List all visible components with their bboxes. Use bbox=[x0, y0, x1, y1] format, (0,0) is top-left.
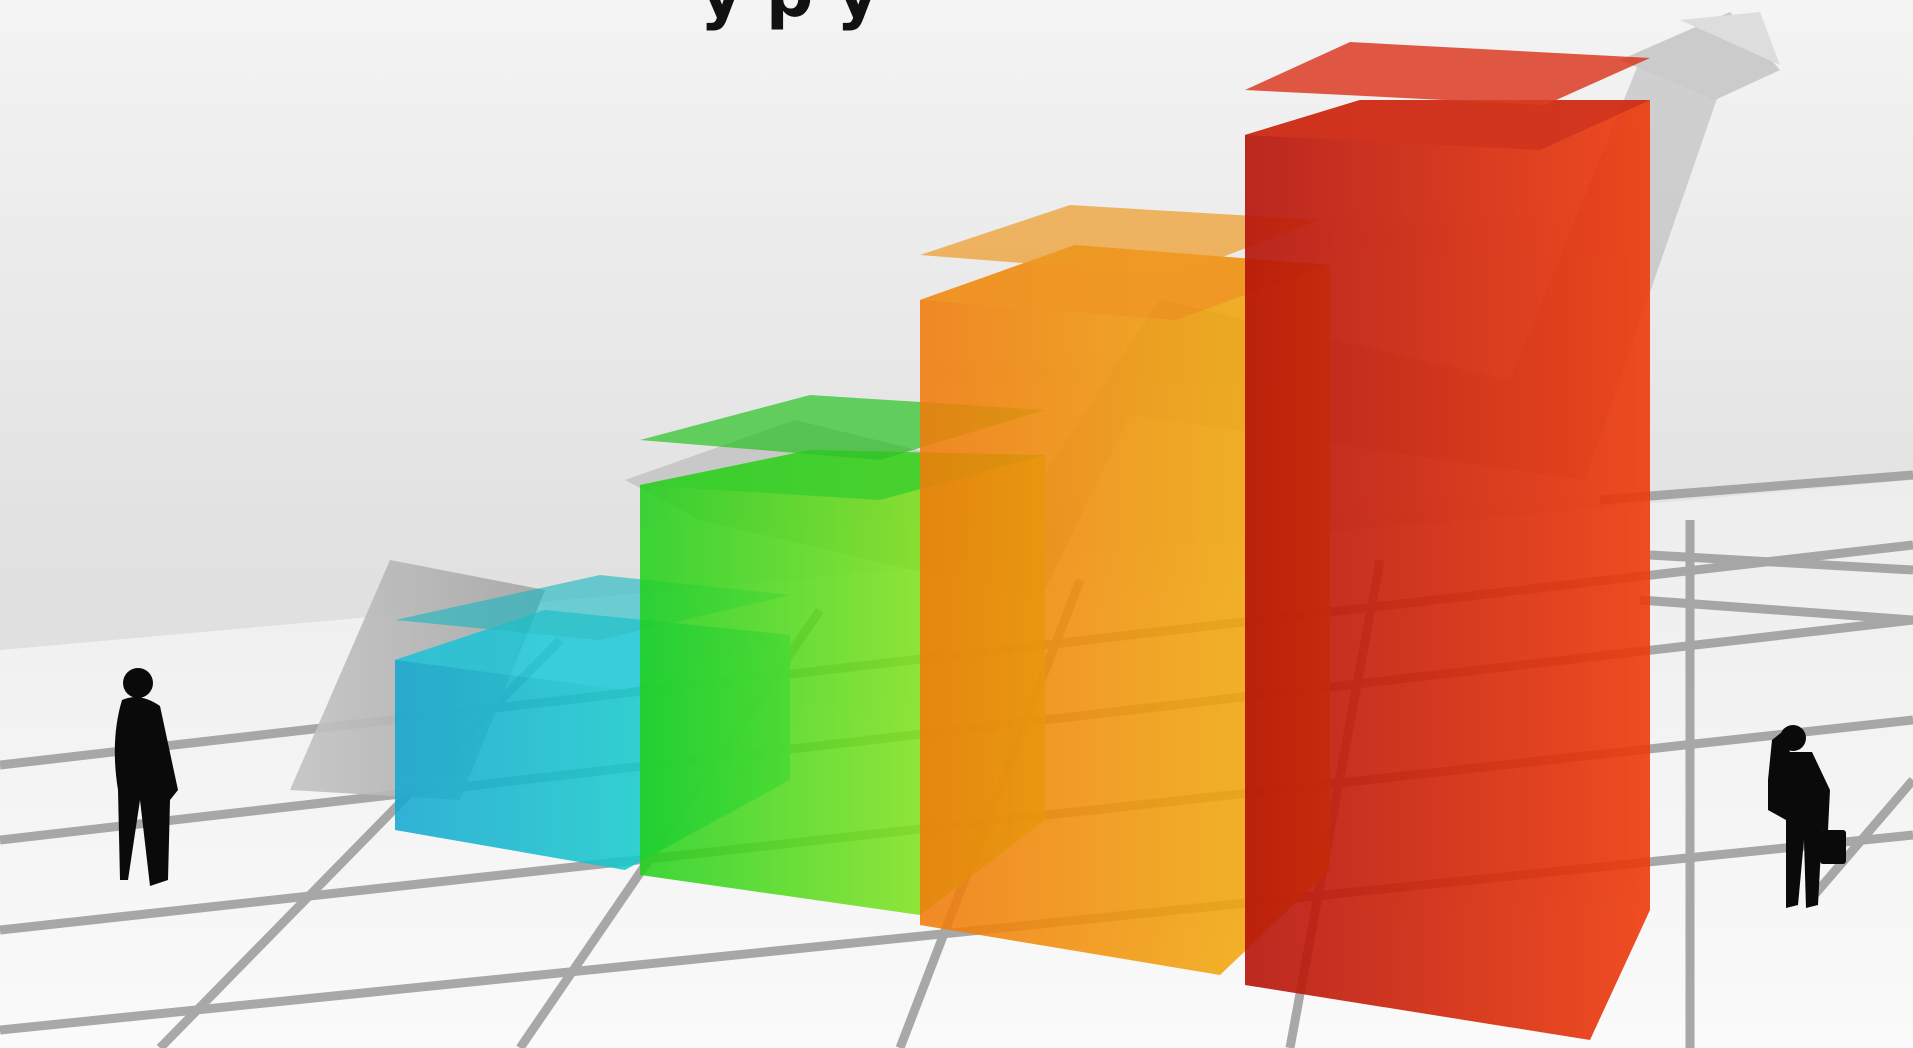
bar-3 bbox=[920, 205, 1330, 975]
bar-4 bbox=[1245, 42, 1650, 1040]
title-fragment: y p y bbox=[700, 0, 879, 32]
man-with-briefcase-icon bbox=[1768, 725, 1846, 908]
man-looking-up-icon bbox=[114, 668, 178, 886]
